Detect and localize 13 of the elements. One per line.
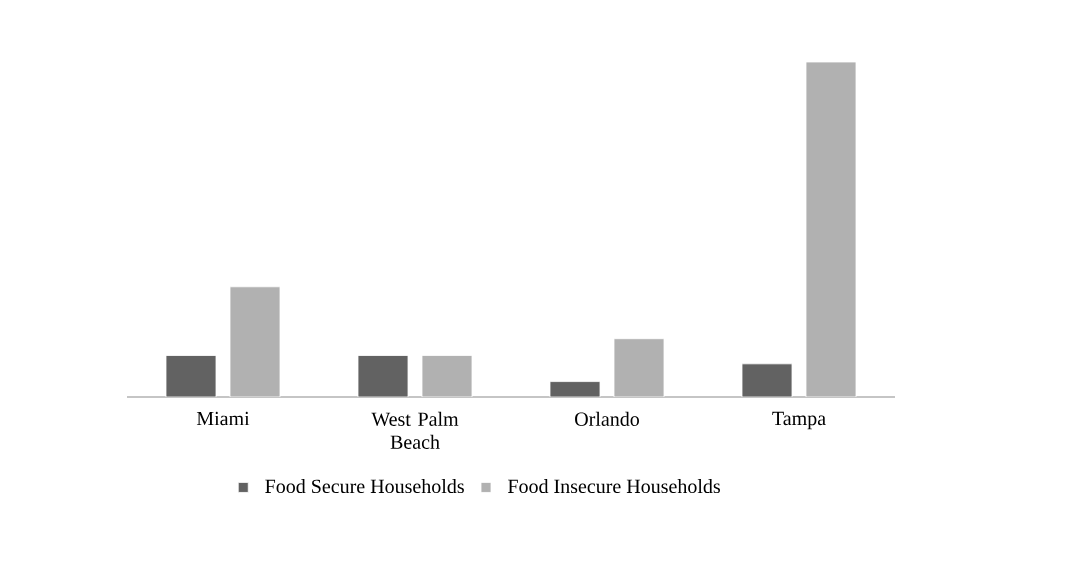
- bar: [805, 62, 857, 397]
- bar: [421, 355, 473, 397]
- bar: [165, 355, 217, 397]
- x-tick-label: Tampa: [772, 411, 826, 430]
- x-tick-label: West Palm Beach: [371, 411, 459, 449]
- bar: [741, 363, 793, 397]
- x-tick-label: Orlando: [575, 411, 640, 426]
- legend-label: Food Insecure Households: [508, 479, 720, 494]
- bar: [613, 338, 665, 397]
- legend-label: Food Secure Households: [265, 479, 464, 494]
- x-tick-label: Miami: [196, 411, 250, 426]
- bar: [357, 355, 409, 397]
- bar: [229, 286, 281, 397]
